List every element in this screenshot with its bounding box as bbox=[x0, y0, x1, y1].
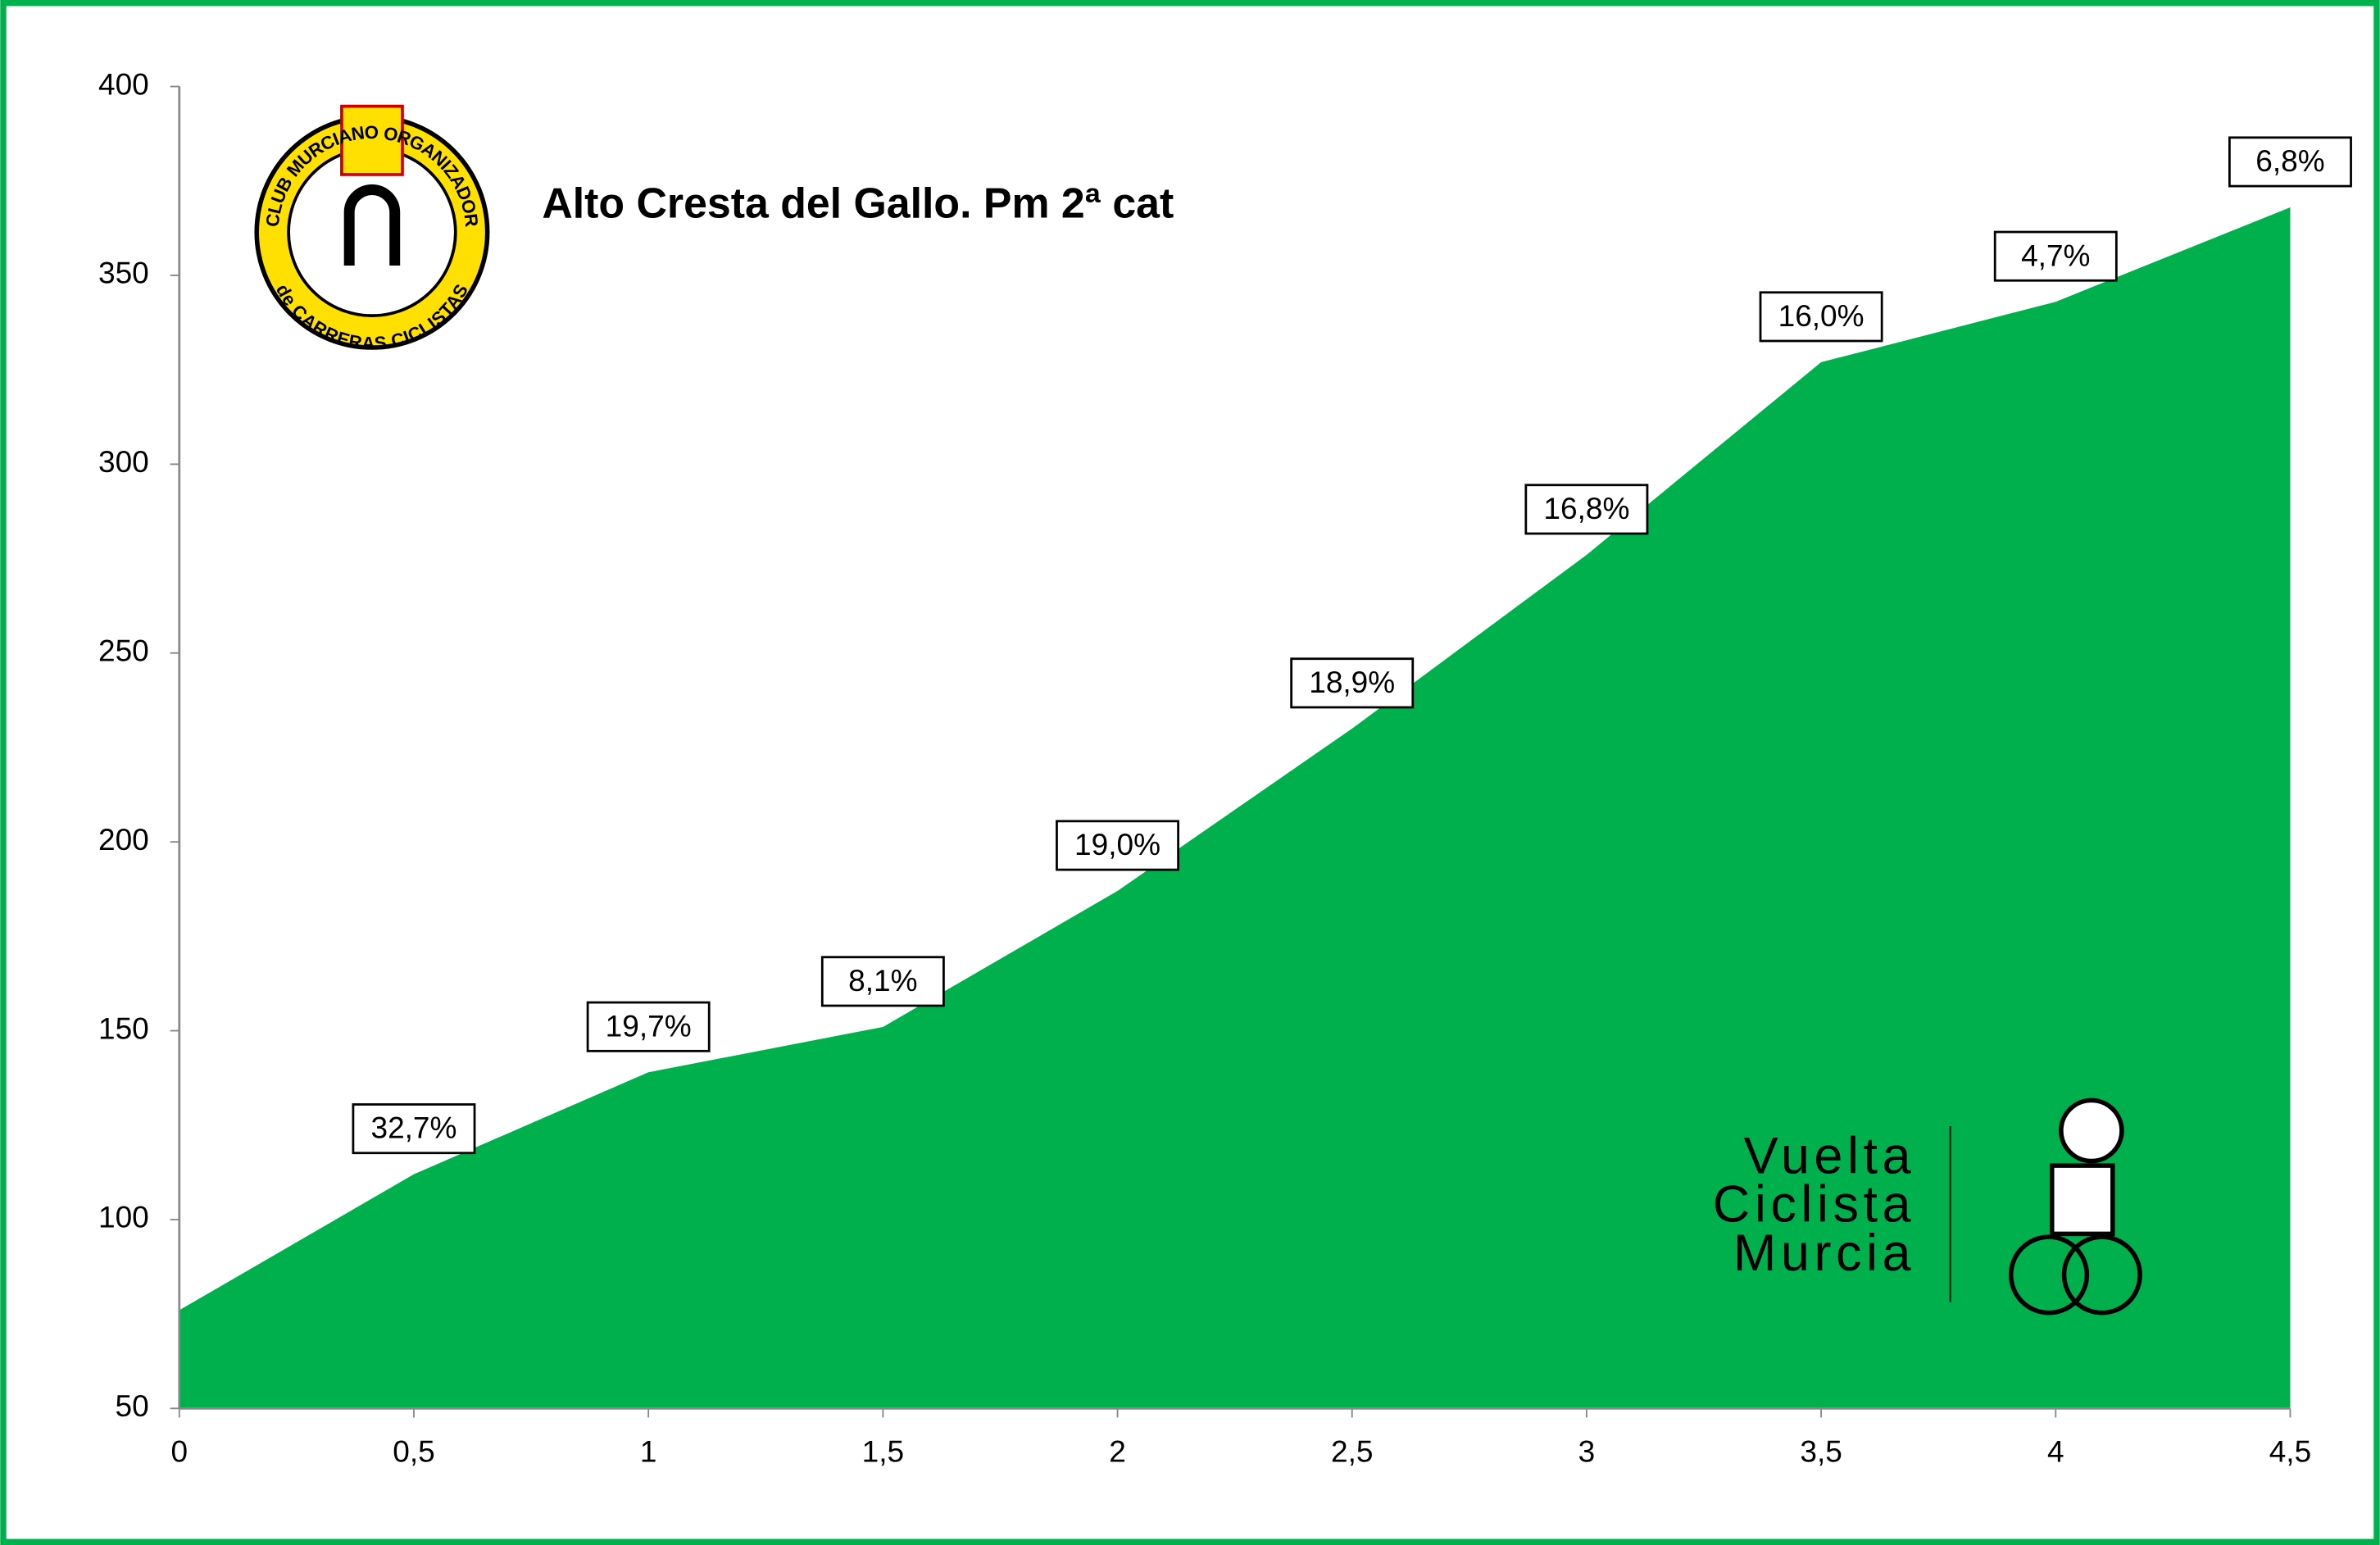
x-tick-label: 3 bbox=[1578, 1434, 1596, 1469]
gradient-box bbox=[2228, 136, 2352, 188]
gradient-box bbox=[820, 956, 945, 1007]
gradient-label: 19,0% bbox=[1074, 827, 1160, 861]
y-tick-label: 250 bbox=[98, 634, 149, 668]
gradient-box bbox=[1993, 230, 2118, 282]
logo-shield bbox=[340, 104, 404, 176]
gradient-label: 6,8% bbox=[2255, 143, 2324, 178]
brand-text: Ciclista bbox=[1713, 1176, 1915, 1234]
chart-title: Alto Cresta del Gallo. Pm 2ª cat bbox=[542, 179, 1174, 227]
gradient-box bbox=[352, 1103, 476, 1155]
x-tick-label: 2 bbox=[1109, 1434, 1126, 1469]
gradient-label: 16,0% bbox=[1778, 298, 1864, 333]
x-tick-label: 4,5 bbox=[2269, 1434, 2311, 1469]
logo: CLUB MURCIANO ORGANIZADOR de CARRERAS CI… bbox=[254, 104, 490, 353]
brand: Vuelta Ciclista Murcia bbox=[1713, 1097, 2142, 1316]
brand-text: Vuelta bbox=[1744, 1127, 1915, 1184]
x-tick-label: 4 bbox=[2047, 1434, 2064, 1469]
gradient-label: 18,9% bbox=[1309, 665, 1395, 699]
elevation-area bbox=[179, 207, 2291, 1409]
y-tick-label: 400 bbox=[98, 66, 149, 101]
gradient-label: 8,1% bbox=[848, 963, 917, 997]
gradient-box bbox=[586, 1001, 711, 1052]
gradient-label: 19,7% bbox=[606, 1008, 692, 1043]
gradient-box bbox=[1290, 657, 1415, 709]
x-tick-label: 1,5 bbox=[862, 1434, 904, 1469]
gradient-label: 32,7% bbox=[370, 1111, 456, 1145]
x-tick-label: 1 bbox=[640, 1434, 657, 1469]
x-tick-label: 0 bbox=[170, 1434, 188, 1469]
gradient-box bbox=[1759, 291, 1883, 343]
y-tick-label: 50 bbox=[116, 1388, 149, 1423]
gradient-label: 4,7% bbox=[2021, 238, 2090, 272]
y-tick-label: 150 bbox=[98, 1011, 149, 1045]
y-tick-label: 100 bbox=[98, 1200, 149, 1234]
gradient-label: 16,8% bbox=[1543, 491, 1629, 525]
x-tick-label: 2,5 bbox=[1331, 1434, 1373, 1469]
cyclist bbox=[2008, 1097, 2142, 1316]
y-tick-label: 300 bbox=[98, 444, 149, 479]
y-tick-label: 200 bbox=[98, 822, 149, 857]
gradient-box bbox=[1056, 820, 1179, 871]
brand-text: Murcia bbox=[1733, 1225, 1915, 1282]
x-tick-label: 0,5 bbox=[393, 1434, 434, 1469]
logo-icon bbox=[343, 184, 401, 266]
y-tick-label: 350 bbox=[98, 256, 149, 290]
x-tick-label: 3,5 bbox=[1800, 1434, 1842, 1469]
gradient-box bbox=[1524, 484, 1649, 535]
plot: 50 100 150 200 250 300 350 400 0 0,5 1 1,5 2 2,5 3 3,5 4… bbox=[98, 66, 2352, 1469]
